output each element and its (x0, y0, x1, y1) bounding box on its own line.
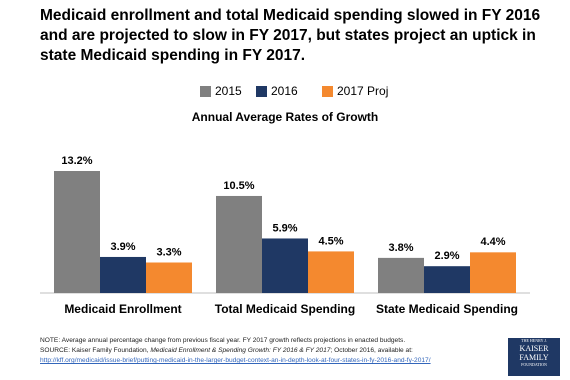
logo: THE HENRY J. KAISER FAMILY FOUNDATION (508, 338, 560, 376)
value-label: 4.5% (318, 235, 343, 247)
logo-text: THE HENRY J. (521, 338, 547, 343)
bar (470, 252, 516, 293)
bar (262, 238, 308, 293)
logo-text: FOUNDATION (521, 362, 547, 367)
source-url[interactable]: http://kff.org/medicaid/issue-brief/putt… (40, 357, 431, 364)
legend-swatch (322, 86, 333, 97)
x-tick-label: Medicaid Enrollment (64, 302, 181, 316)
value-label: 10.5% (223, 180, 254, 192)
value-label: 13.2% (61, 155, 92, 167)
bar (146, 262, 192, 293)
chart-subtitle: Annual Average Rates of Growth (192, 110, 378, 124)
legend-label: 2016 (271, 84, 298, 98)
bar (424, 266, 470, 293)
value-label: 2.9% (434, 250, 459, 262)
bar (378, 257, 424, 293)
value-label: 3.3% (156, 246, 181, 258)
legend-label: 2015 (215, 84, 242, 98)
source-suffix: ; October 2016, available at: (330, 347, 413, 354)
x-tick-label: Total Medicaid Spending (215, 302, 355, 316)
source: SOURCE: Kaiser Family Foundation, Medica… (40, 346, 500, 356)
footnotes: NOTE: Average annual percentage change f… (40, 336, 500, 366)
source-title: Medicaid Enrollment & Spending Growth: F… (150, 347, 331, 354)
logo-text: KAISER (519, 344, 549, 353)
value-label: 3.8% (388, 242, 413, 254)
legend-swatch (200, 86, 211, 97)
bar (54, 171, 100, 293)
chart-title: Medicaid enrollment and total Medicaid s… (40, 7, 541, 64)
legend-swatch (256, 86, 267, 97)
bar (308, 251, 354, 293)
note: NOTE: Average annual percentage change f… (40, 337, 406, 344)
x-tick-label: State Medicaid Spending (376, 302, 518, 316)
source-prefix: SOURCE: Kaiser Family Foundation, (40, 347, 149, 354)
bar (216, 195, 262, 293)
chart: Annual Average Rates of Growth 2015 2016 2… (40, 84, 530, 316)
bar (100, 256, 146, 293)
legend-label: 2017 Proj (337, 84, 388, 98)
value-label: 5.9% (272, 222, 297, 234)
value-label: 3.9% (110, 241, 135, 253)
logo-text: FAMILY (519, 353, 549, 362)
value-label: 4.4% (480, 236, 505, 248)
